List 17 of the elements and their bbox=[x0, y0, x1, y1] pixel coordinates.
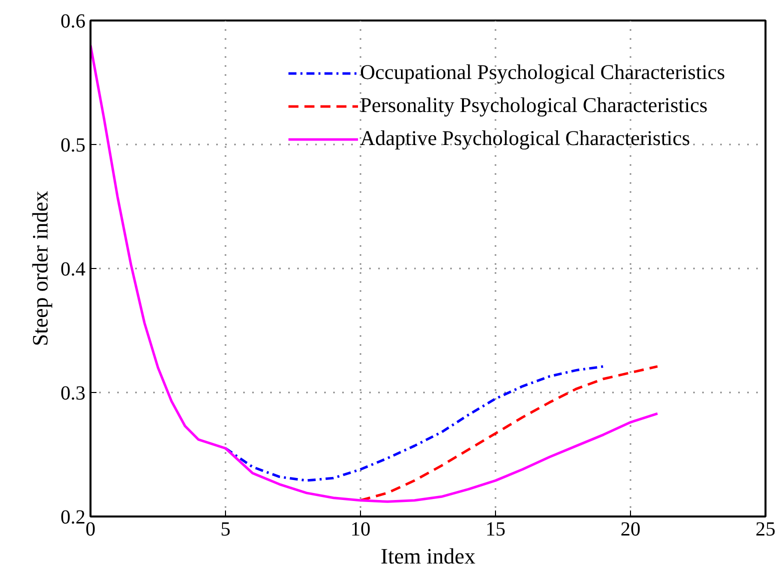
x-tick-label: 15 bbox=[486, 518, 506, 540]
y-tick-label: 0.5 bbox=[60, 134, 86, 156]
x-tick-label: 5 bbox=[220, 518, 230, 540]
legend-label: Personality Psychological Characteristics bbox=[360, 93, 708, 118]
y-axis-title: Steep order index bbox=[28, 190, 52, 346]
y-tick-label: 0.4 bbox=[60, 258, 86, 280]
y-tick-label: 0.2 bbox=[60, 506, 86, 528]
y-tick-label: 0.6 bbox=[60, 10, 86, 32]
legend-label: Adaptive Psychological Characteristics bbox=[360, 126, 690, 151]
x-tick-label: 0 bbox=[86, 518, 96, 540]
x-axis-title: Item index bbox=[380, 544, 476, 568]
x-tick-label: 10 bbox=[350, 518, 370, 540]
y-tick-label: 0.3 bbox=[60, 382, 86, 404]
x-tick-label: 20 bbox=[620, 518, 640, 540]
line-series bbox=[359, 365, 659, 502]
x-tick-label: 25 bbox=[756, 518, 776, 540]
legend-label: Occupational Psychological Characteristics bbox=[360, 60, 725, 85]
